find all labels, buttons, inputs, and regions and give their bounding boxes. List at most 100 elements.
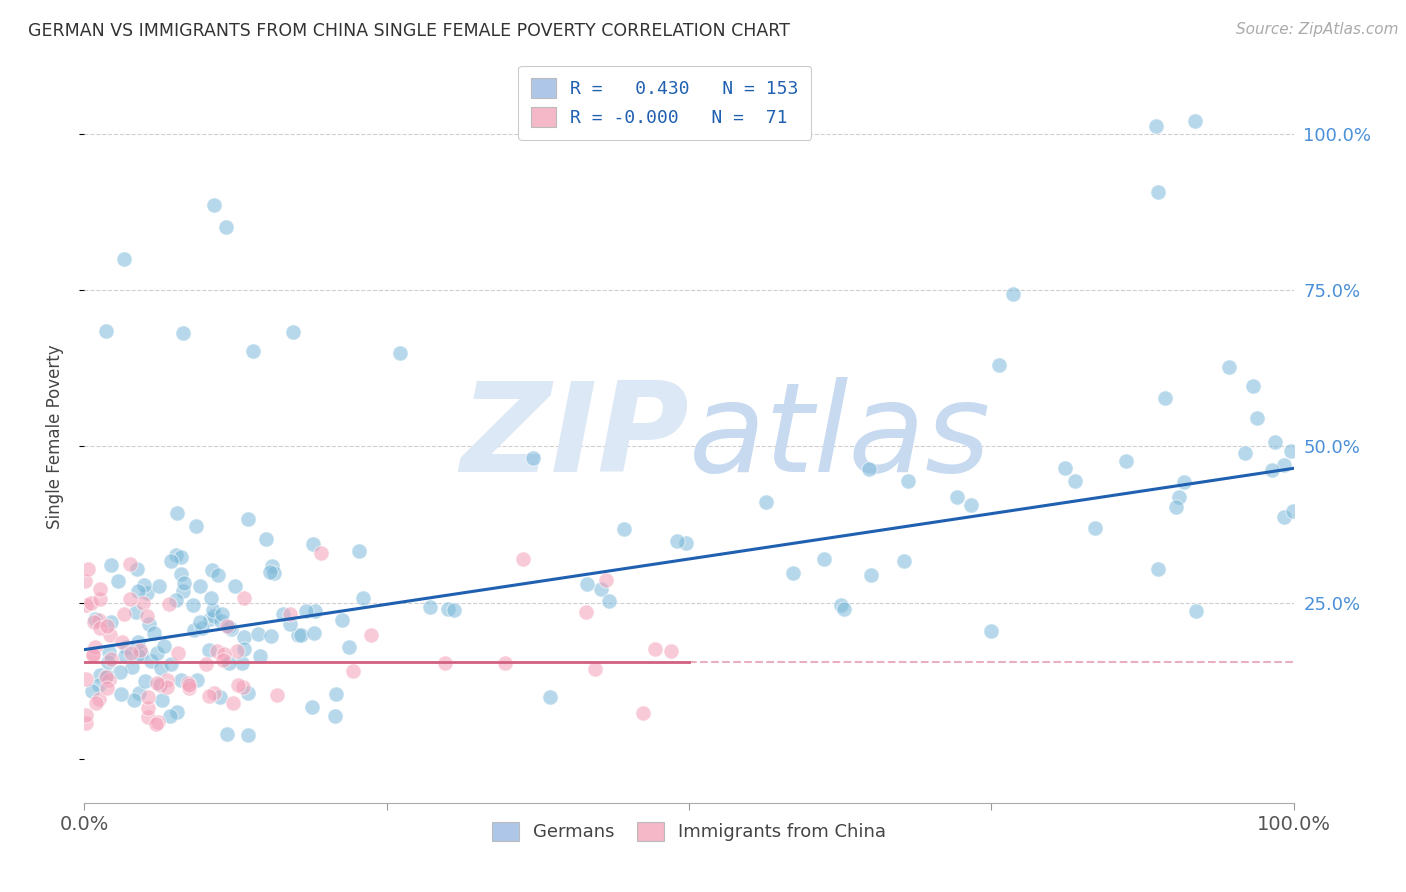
Point bbox=[631, 706, 654, 720]
Point bbox=[280, 617, 302, 632]
Point bbox=[136, 608, 159, 623]
Text: atlas: atlas bbox=[689, 376, 991, 498]
Point bbox=[263, 566, 285, 580]
Point bbox=[80, 683, 103, 698]
Point bbox=[325, 687, 347, 701]
Point bbox=[172, 584, 194, 599]
Point bbox=[207, 568, 229, 582]
Text: ZIP: ZIP bbox=[460, 376, 689, 498]
Point bbox=[142, 626, 165, 640]
Point bbox=[124, 693, 146, 707]
Point bbox=[1184, 114, 1206, 128]
Point bbox=[1002, 286, 1025, 301]
Point bbox=[165, 548, 187, 562]
Point bbox=[98, 673, 121, 687]
Point bbox=[209, 615, 232, 629]
Point bbox=[813, 552, 835, 566]
Point bbox=[100, 652, 122, 666]
Point bbox=[89, 668, 111, 682]
Point bbox=[183, 598, 205, 612]
Point bbox=[755, 495, 778, 509]
Point bbox=[159, 709, 181, 723]
Point bbox=[236, 512, 259, 526]
Point bbox=[170, 673, 193, 688]
Legend: Germans, Immigrants from China: Germans, Immigrants from China bbox=[485, 814, 893, 848]
Point bbox=[675, 536, 697, 550]
Point bbox=[96, 324, 118, 338]
Point bbox=[136, 700, 159, 714]
Point bbox=[202, 686, 225, 700]
Point bbox=[311, 546, 333, 560]
Point bbox=[98, 645, 121, 659]
Point bbox=[145, 646, 167, 660]
Point bbox=[98, 628, 121, 642]
Point bbox=[215, 220, 238, 235]
Point bbox=[120, 558, 142, 572]
Point bbox=[215, 619, 238, 633]
Point bbox=[211, 607, 233, 622]
Point bbox=[75, 672, 97, 686]
Point bbox=[96, 681, 118, 695]
Point bbox=[1053, 461, 1076, 475]
Point bbox=[1147, 185, 1170, 199]
Point bbox=[172, 326, 194, 341]
Point bbox=[200, 591, 222, 605]
Point bbox=[231, 656, 253, 670]
Point bbox=[132, 596, 155, 610]
Point bbox=[893, 554, 915, 568]
Point bbox=[583, 662, 606, 676]
Point bbox=[574, 605, 596, 619]
Y-axis label: Single Female Poverty: Single Female Poverty bbox=[45, 345, 63, 529]
Point bbox=[236, 728, 259, 742]
Point bbox=[858, 462, 880, 476]
Point bbox=[194, 657, 217, 671]
Point bbox=[287, 628, 309, 642]
Point bbox=[160, 657, 183, 672]
Point bbox=[124, 605, 146, 619]
Point bbox=[1153, 391, 1175, 405]
Point bbox=[224, 579, 246, 593]
Point bbox=[89, 582, 111, 596]
Point bbox=[246, 627, 269, 641]
Point bbox=[219, 622, 242, 636]
Point bbox=[134, 673, 156, 688]
Point bbox=[260, 559, 283, 574]
Point bbox=[360, 628, 382, 642]
Point bbox=[145, 716, 167, 731]
Point bbox=[1218, 359, 1240, 374]
Point bbox=[1168, 490, 1191, 504]
Point bbox=[191, 622, 214, 636]
Point bbox=[75, 598, 97, 612]
Point bbox=[202, 198, 225, 212]
Point bbox=[1144, 119, 1167, 133]
Point bbox=[75, 715, 97, 730]
Point bbox=[148, 579, 170, 593]
Point bbox=[1246, 411, 1268, 425]
Point bbox=[75, 708, 97, 723]
Point bbox=[155, 680, 177, 694]
Point bbox=[135, 586, 157, 600]
Point bbox=[330, 613, 353, 627]
Point bbox=[166, 705, 188, 719]
Point bbox=[595, 574, 617, 588]
Point bbox=[266, 688, 288, 702]
Point bbox=[115, 640, 138, 654]
Point bbox=[100, 615, 122, 630]
Point bbox=[89, 592, 111, 607]
Point bbox=[82, 647, 104, 661]
Point bbox=[613, 521, 636, 535]
Point bbox=[170, 549, 193, 564]
Point bbox=[94, 670, 117, 684]
Point bbox=[89, 678, 111, 692]
Point bbox=[136, 690, 159, 705]
Point bbox=[127, 584, 149, 599]
Point bbox=[225, 644, 247, 658]
Point bbox=[1282, 503, 1305, 517]
Point bbox=[183, 623, 205, 637]
Point bbox=[208, 690, 231, 705]
Point bbox=[1166, 500, 1188, 515]
Point bbox=[1264, 435, 1286, 450]
Point bbox=[342, 664, 364, 678]
Point bbox=[111, 635, 134, 649]
Point bbox=[388, 346, 411, 360]
